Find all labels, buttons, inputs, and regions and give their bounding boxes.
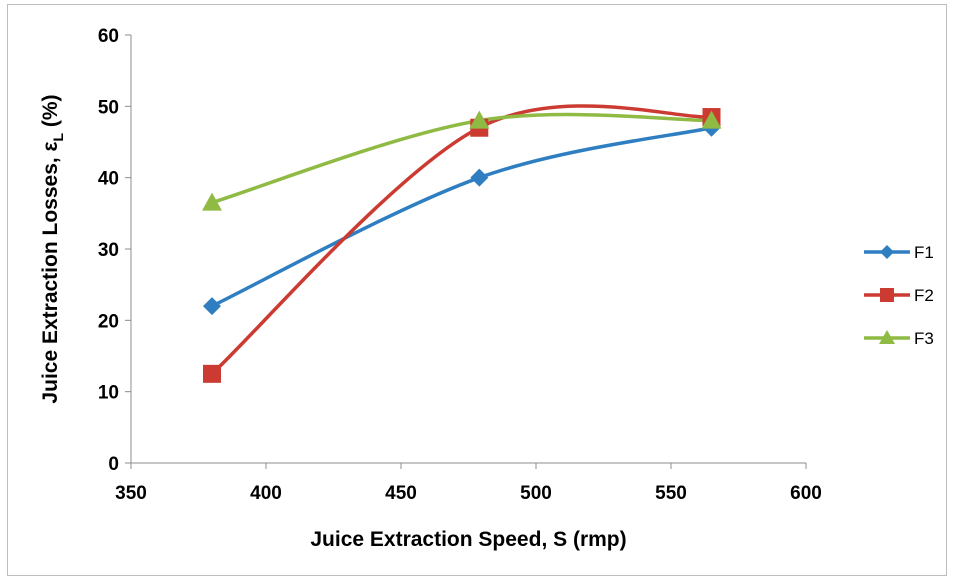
data-point-f3 [701, 110, 722, 129]
y-axis-title-main: Juice Extraction Losses, ε [39, 141, 62, 403]
legend-label-f2: F2 [914, 286, 934, 305]
x-tick-label: 600 [790, 483, 822, 504]
y-tick-labels: 0 10 20 30 40 50 60 [98, 26, 119, 475]
data-point-f1 [203, 297, 221, 316]
legend-label-f3: F3 [914, 329, 934, 348]
x-tick-label: 550 [655, 483, 687, 504]
data-point-f1 [470, 168, 489, 187]
y-tick-label: 20 [98, 311, 119, 332]
series-lines [210, 104, 712, 376]
legend: F1 F2 F3 [864, 243, 934, 348]
y-tick-label: 50 [98, 97, 119, 118]
chart-frame [7, 4, 947, 576]
y-axis-title-unit: (%) [39, 94, 62, 133]
axes [125, 34, 807, 469]
y-tick-label: 60 [98, 26, 119, 47]
y-tick-label: 40 [98, 169, 119, 190]
series-line-f2 [210, 104, 712, 376]
legend-marker-f2 [880, 288, 894, 302]
data-point-f3 [202, 192, 222, 211]
data-point-f3 [469, 110, 490, 129]
y-axis-title: Juice Extraction Losses, εL (%) [39, 94, 66, 403]
data-point-f2 [203, 364, 221, 383]
series-line-f3 [211, 112, 712, 205]
legend-marker-f1 [880, 245, 894, 259]
x-tick-label: 400 [250, 483, 282, 504]
x-axis-title: Juice Extraction Speed, S (rmp) [310, 528, 626, 551]
y-tick-label: 0 [108, 454, 119, 475]
series-line-f1 [211, 126, 712, 308]
legend-marker-f3 [879, 330, 895, 344]
x-tick-label: 500 [520, 483, 552, 504]
x-tick-label: 350 [115, 483, 147, 504]
x-tick-labels: 350 400 450 500 550 600 [115, 483, 822, 504]
y-tick-label: 30 [98, 240, 119, 261]
x-tick-label: 450 [385, 483, 417, 504]
y-axis-title-subscript: L [50, 132, 66, 141]
y-tick-label: 10 [98, 383, 119, 404]
legend-label-f1: F1 [914, 243, 934, 262]
series-markers [202, 108, 722, 383]
